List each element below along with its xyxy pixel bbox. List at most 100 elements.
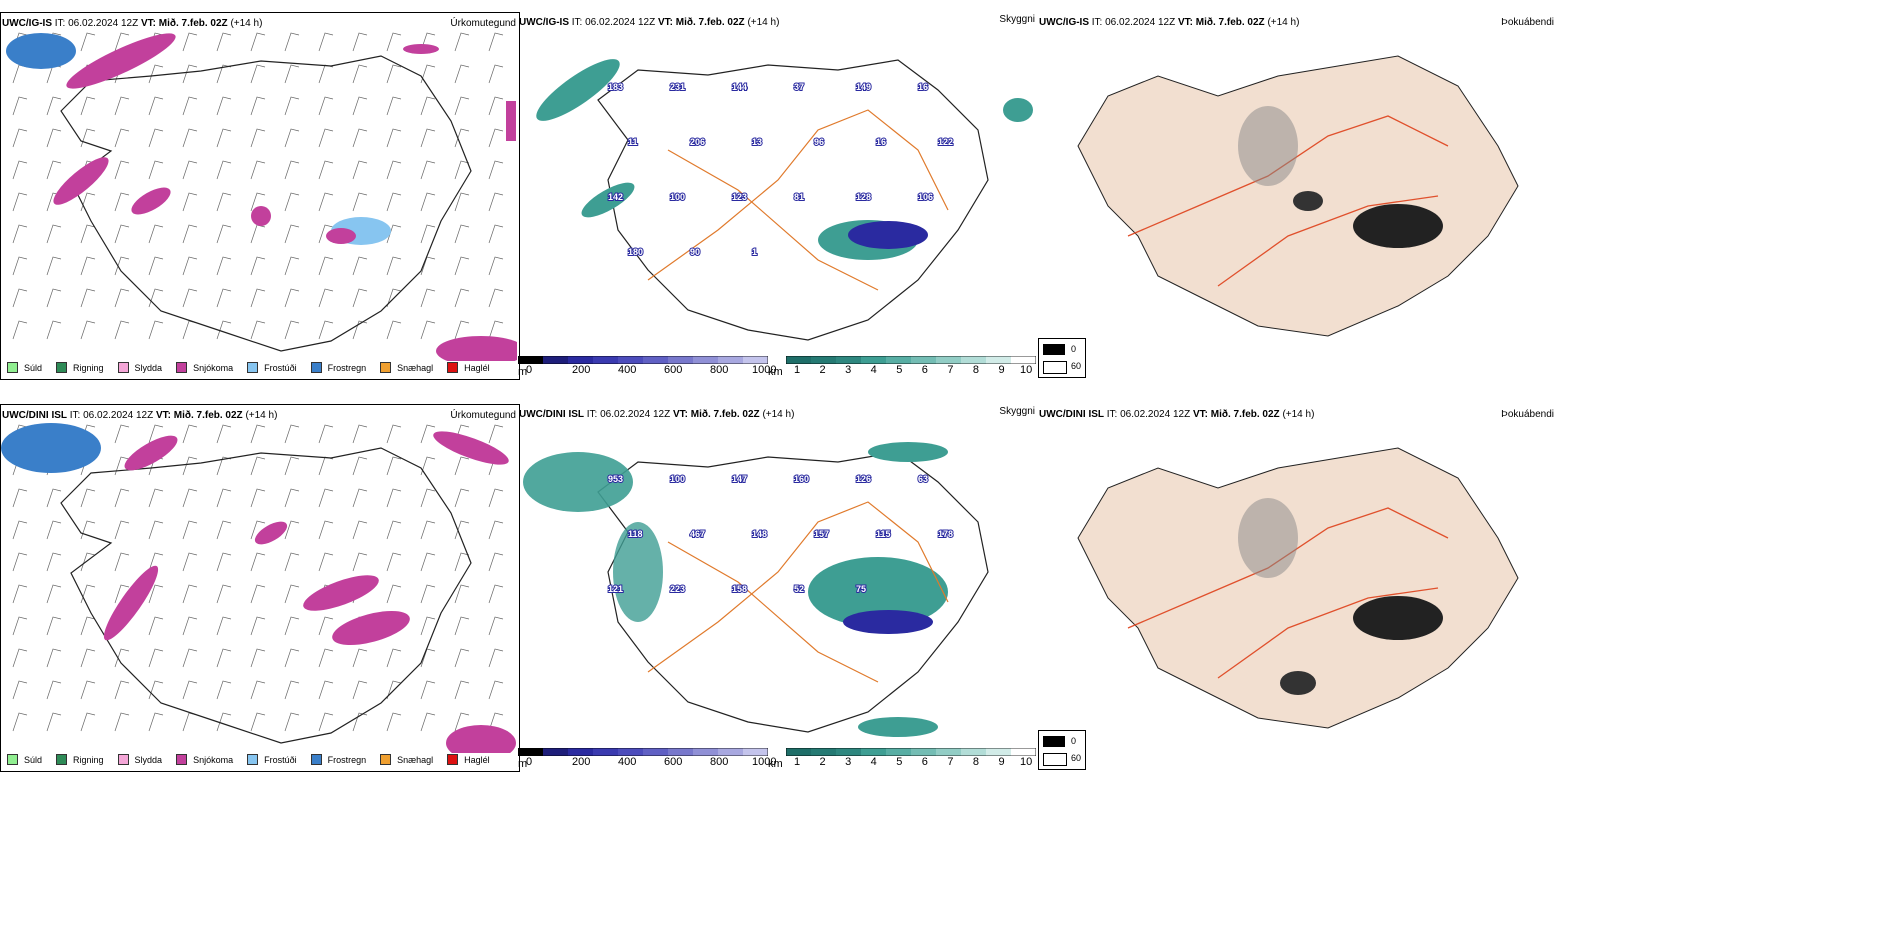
wind-barb-icon	[386, 680, 402, 700]
road-network	[1127, 507, 1449, 679]
height-value-label: 148	[752, 529, 767, 539]
wind-barb-icon	[454, 288, 470, 308]
wind-barb-icon	[80, 128, 96, 148]
wind-barb-icon	[284, 424, 300, 444]
snow-band	[436, 336, 517, 361]
legend-label: Haglél	[464, 754, 490, 765]
wind-barb-icon	[454, 584, 470, 604]
wind-barb-icon	[454, 712, 470, 732]
wind-barb-icon	[250, 616, 266, 636]
wind-barb-icon	[454, 552, 470, 572]
height-value-label: 122	[938, 137, 953, 147]
wind-barb-icon	[352, 552, 368, 572]
fog-legend-0: 0	[1071, 344, 1077, 354]
visibility-colorbar	[786, 748, 1036, 756]
scale-tick-label: 5	[896, 364, 903, 376]
legend-swatch	[380, 754, 392, 765]
scale-tick-label: 600	[664, 756, 683, 768]
scale-tick-label: 4	[870, 364, 877, 376]
height-value-label: 13	[752, 137, 762, 147]
it-label: IT:	[54, 18, 66, 29]
scale-tick-label: 200	[572, 756, 591, 768]
fog-legend: 0 60	[1038, 338, 1086, 378]
wind-barb-icon	[454, 160, 470, 180]
model-name: UWC/IG-IS	[519, 17, 569, 28]
wind-barb-icon	[182, 456, 198, 476]
wind-barb-icon	[250, 160, 266, 180]
height-value-label: 75	[856, 584, 866, 594]
visibility-scale: 1 2 3 4 5 6 7 8 9 10	[786, 748, 1036, 770]
wind-barb-icon	[454, 224, 470, 244]
wind-barb-icon	[182, 584, 198, 604]
height-scale: 0 200 400 600 800 1000	[518, 356, 776, 378]
wind-barb-icon	[386, 320, 402, 340]
legend-label: Rigning	[73, 754, 104, 765]
wind-barb-icon	[318, 128, 334, 148]
wind-barb-icon	[488, 520, 504, 540]
wind-barb-icon	[284, 552, 300, 572]
scale-tick-label: 5	[896, 756, 903, 768]
wind-barb-icon	[488, 64, 504, 84]
wind-barb-icon	[114, 96, 130, 116]
fog-title: Þokuábendi	[1501, 409, 1554, 420]
wind-barb-icon	[420, 584, 436, 604]
wind-barb-icon	[318, 224, 334, 244]
wind-barb-icon	[148, 424, 164, 444]
teal-patch	[1003, 98, 1033, 122]
wind-barb-icon	[284, 648, 300, 668]
iceland-outline	[60, 447, 472, 744]
wind-barb-icon	[80, 520, 96, 540]
visibility-scale: 1 2 3 4 5 6 7 8 9 10	[786, 356, 1036, 378]
wind-barb-icon	[114, 552, 130, 572]
wind-barb-icon	[12, 160, 28, 180]
height-value-label: 178	[938, 529, 953, 539]
wind-barb-icon	[148, 128, 164, 148]
wind-barb-icon	[454, 256, 470, 276]
scale-tick-label: 3	[845, 756, 852, 768]
frostregn-patch	[1, 423, 101, 473]
wind-barb-icon	[80, 680, 96, 700]
precip-title: Úrkomutegund	[450, 18, 516, 29]
it-label: IT:	[1106, 409, 1118, 420]
fog-map-canvas	[1077, 55, 1519, 337]
fog-dark	[1353, 204, 1443, 248]
wind-barb-icon	[12, 552, 28, 572]
height-value-label: 183	[608, 82, 623, 92]
fog-legend-60: 60	[1071, 753, 1082, 763]
wind-barb-icon	[284, 488, 300, 508]
wind-barb-icon	[488, 712, 504, 732]
wind-barb-icon	[216, 712, 232, 732]
wind-barb-icon	[46, 488, 62, 508]
wind-barb-icon	[182, 192, 198, 212]
legend-label: Snjókoma	[193, 362, 234, 373]
wind-barb-icon	[216, 256, 232, 276]
it-label: IT:	[1091, 17, 1103, 28]
wind-barb-icon	[216, 192, 232, 212]
height-value-label: 90	[690, 247, 700, 257]
wind-barb-icon	[250, 456, 266, 476]
fog-gray	[1238, 498, 1298, 578]
wind-barb-icon	[114, 224, 130, 244]
legend-swatch	[380, 362, 392, 373]
wind-barb-icon	[182, 488, 198, 508]
wind-barb-icon	[488, 256, 504, 276]
scale-tick-label: 2	[819, 756, 826, 768]
wind-barb-icon	[148, 520, 164, 540]
wind-barb-icon	[488, 320, 504, 340]
wind-barb-icon	[80, 488, 96, 508]
wind-barb-icon	[148, 224, 164, 244]
wind-barb-icon	[454, 64, 470, 84]
wind-barb-icon	[386, 160, 402, 180]
height-value-label: 16	[876, 137, 886, 147]
wind-barb-icon	[284, 320, 300, 340]
wind-barb-icon	[182, 96, 198, 116]
panel-header: UWC/IG-IS IT: 06.02.2024 12Z VT: Mið. 7.…	[1039, 17, 1299, 28]
wind-barb-icon	[284, 64, 300, 84]
wind-barb-icon	[182, 648, 198, 668]
wind-barb-icon	[80, 192, 96, 212]
wind-barb-icon	[46, 96, 62, 116]
legend-label: Frostregn	[327, 754, 367, 765]
height-value-label: 206	[690, 137, 705, 147]
wind-barb-icon	[352, 160, 368, 180]
wind-barb-icon	[420, 616, 436, 636]
